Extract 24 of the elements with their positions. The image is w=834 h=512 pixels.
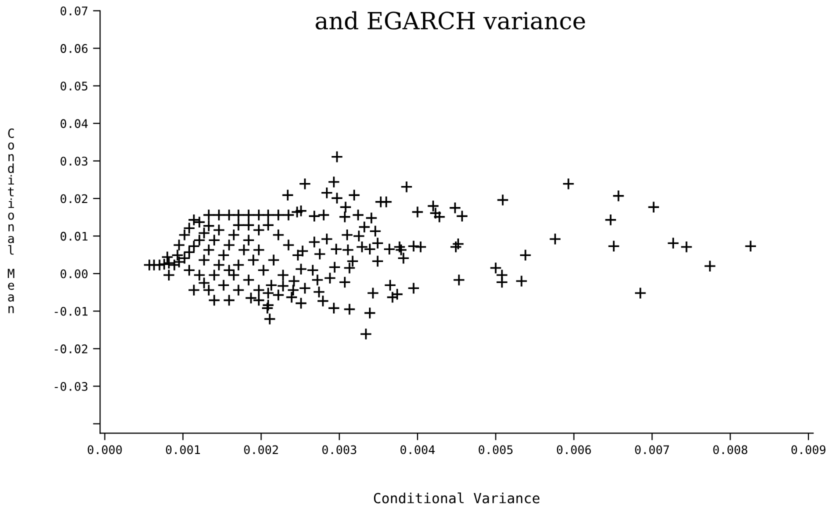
- y-tick-label: -0.02: [54, 344, 88, 354]
- y-tick-label: 0.03: [60, 156, 88, 166]
- y-tick-label: 0.07: [60, 6, 88, 16]
- x-tick-label: 0.005: [478, 445, 513, 454]
- x-tick-label: 0.007: [635, 445, 669, 454]
- x-tick-label: 0.001: [166, 445, 200, 454]
- y-tick-label: 0.04: [60, 119, 88, 128]
- text: Conditional Mean: [8, 128, 14, 314]
- x-tick-label: 0.008: [713, 445, 748, 454]
- y-tick-label: 0.05: [60, 82, 88, 91]
- x-tick-label: 0.006: [556, 445, 591, 454]
- x-tick-label: 0.003: [322, 445, 356, 454]
- y-tick-label: 0.00: [60, 269, 88, 278]
- y-tick-label: 0.06: [60, 44, 88, 53]
- y-tick-label: 0.02: [60, 194, 88, 204]
- x-tick-label: 0.004: [400, 445, 435, 454]
- x-tick-label: 0.002: [244, 445, 278, 454]
- y-tick-label: -0.03: [54, 382, 88, 391]
- x-axis-title: Conditional Variance: [374, 492, 540, 504]
- chart-title: and EGARCH variance: [316, 11, 586, 30]
- x-tick-label: 0.009: [791, 445, 826, 454]
- y-tick-label: -0.01: [54, 306, 88, 316]
- y-tick-label: 0.01: [60, 232, 88, 241]
- x-tick-label: 0.000: [88, 445, 122, 454]
